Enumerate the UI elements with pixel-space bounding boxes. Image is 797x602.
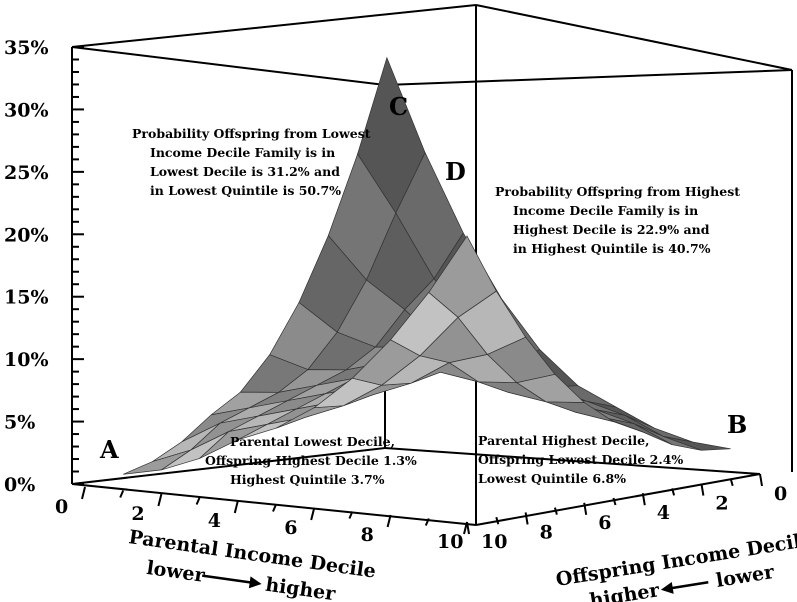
parental-tick-mark [310, 507, 316, 521]
annotation-c-line2: Income Decile Family is in [150, 145, 335, 160]
frame-floor-right [475, 473, 761, 526]
parental-tick-label: 8 [361, 524, 374, 546]
y-tick-label: 20% [4, 224, 49, 246]
parental-tick-label: 10 [437, 531, 463, 553]
offspring-tick-mark [524, 512, 529, 525]
offspring-tick-mark [466, 521, 470, 535]
y-tick-label: 35% [4, 37, 49, 59]
frame-floor-back-right [384, 447, 761, 475]
offspring-tick-label: 0 [774, 483, 787, 505]
parental-tick-mark [81, 486, 86, 500]
parental-axis-arrowhead [248, 576, 262, 589]
y-tick-label: 25% [4, 162, 49, 184]
parental-axis-arrow [202, 574, 254, 585]
annotation-c-line3: Lowest Decile is 31.2% and [150, 164, 340, 179]
offspring-tick-label: 6 [598, 512, 611, 534]
offspring-axis-ticks: 0 2 4 6 8 10 [466, 473, 787, 553]
offspring-axis-arrowhead [660, 581, 674, 594]
annotation-c-line4: in Lowest Quintile is 50.7% [150, 183, 341, 198]
parental-tick-label: 6 [284, 517, 297, 539]
surface-cell [428, 235, 497, 318]
corner-label-c: C [389, 92, 408, 121]
offspring-tick-label: 10 [481, 531, 507, 553]
annotation-d-line2: Income Decile Family is in [513, 203, 698, 218]
y-tick-label: 30% [4, 99, 49, 121]
offspring-tick-mark [583, 502, 588, 515]
parental-tick-mark [119, 490, 125, 498]
parental-tick-label: 0 [55, 496, 68, 518]
annotation-a: Parental Lowest Decile, Offspring Highes… [205, 434, 417, 487]
frame-top-right-edge [475, 4, 793, 71]
corner-label-b: B [727, 410, 747, 439]
parental-tick-mark [348, 511, 354, 519]
frame-top-back-edge [71, 46, 386, 86]
corner-label-a: A [99, 435, 119, 464]
annotation-b-line1: Parental Highest Decile, [478, 433, 649, 448]
parental-tick-mark [424, 518, 430, 526]
y-tick-label: 10% [4, 349, 49, 371]
offspring-tick-label: 2 [715, 493, 728, 515]
offspring-axis-arrow [670, 581, 709, 590]
offspring-tick-label: 8 [540, 521, 553, 543]
annotation-a-line3: Highest Quintile 3.7% [230, 472, 385, 487]
annotation-b-line2: Offspring Lowest Decile 2.4% [478, 452, 683, 467]
parental-tick-label: 2 [131, 503, 144, 525]
parental-axis-title: Parental Income Decile lower higher [127, 526, 377, 602]
parental-tick-mark [233, 500, 239, 514]
parental-tick-mark [157, 493, 163, 507]
parental-tick-mark [386, 514, 392, 528]
offspring-tick-mark [729, 478, 734, 487]
offspring-tick-mark [553, 507, 558, 515]
frame-top-left-edge [71, 4, 477, 48]
offspring-tick-label: 4 [657, 502, 670, 524]
offspring-tick-mark [759, 473, 763, 487]
offspring-tick-mark [641, 493, 646, 506]
parental-axis-higher: higher [264, 574, 338, 602]
frame-floor-left [71, 483, 477, 526]
annotation-a-line2: Offspring Highest Decile 1.3% [205, 453, 417, 468]
y-tick-label: 0% [4, 474, 35, 496]
annotation-d-line3: Highest Decile is 22.9% and [513, 222, 710, 237]
offspring-tick-mark [612, 497, 617, 506]
frame-top-front-edge [384, 69, 793, 86]
annotation-a-line1: Parental Lowest Decile, [230, 434, 395, 449]
annotation-d: Probability Offspring from Highest Incom… [495, 184, 740, 256]
corner-label-d: D [445, 157, 466, 186]
parental-axis-ticks: 0 2 4 6 8 10 [55, 486, 468, 553]
parental-tick-mark [272, 504, 277, 512]
annotation-b: Parental Highest Decile, Offspring Lowes… [478, 433, 683, 486]
offspring-axis-title: Offspring Income Decile higher lower [554, 529, 797, 602]
frame-floor-back [71, 447, 386, 485]
annotation-d-line1: Probability Offspring from Highest [495, 184, 740, 199]
parental-tick-label: 4 [208, 510, 221, 532]
offspring-tick-mark [700, 483, 705, 496]
probability-surface [123, 56, 731, 475]
annotation-d-line4: in Highest Quintile is 40.7% [513, 241, 711, 256]
y-tick-label: 5% [4, 412, 35, 434]
offspring-tick-mark [671, 488, 676, 496]
offspring-axis-lower: lower [714, 561, 776, 592]
y-tick-label: 15% [4, 287, 49, 309]
annotation-b-line3: Lowest Quintile 6.8% [478, 471, 626, 486]
annotation-c-line1: Probability Offspring from Lowest [132, 126, 371, 141]
parental-axis-lower: lower [145, 557, 207, 587]
annotation-c: Probability Offspring from Lowest Income… [132, 126, 371, 198]
y-axis-ticks: 0% 5% 10% 15% 20% 25% 30% 35% [4, 37, 84, 496]
parental-tick-mark [195, 497, 201, 505]
offspring-tick-mark [495, 516, 500, 525]
